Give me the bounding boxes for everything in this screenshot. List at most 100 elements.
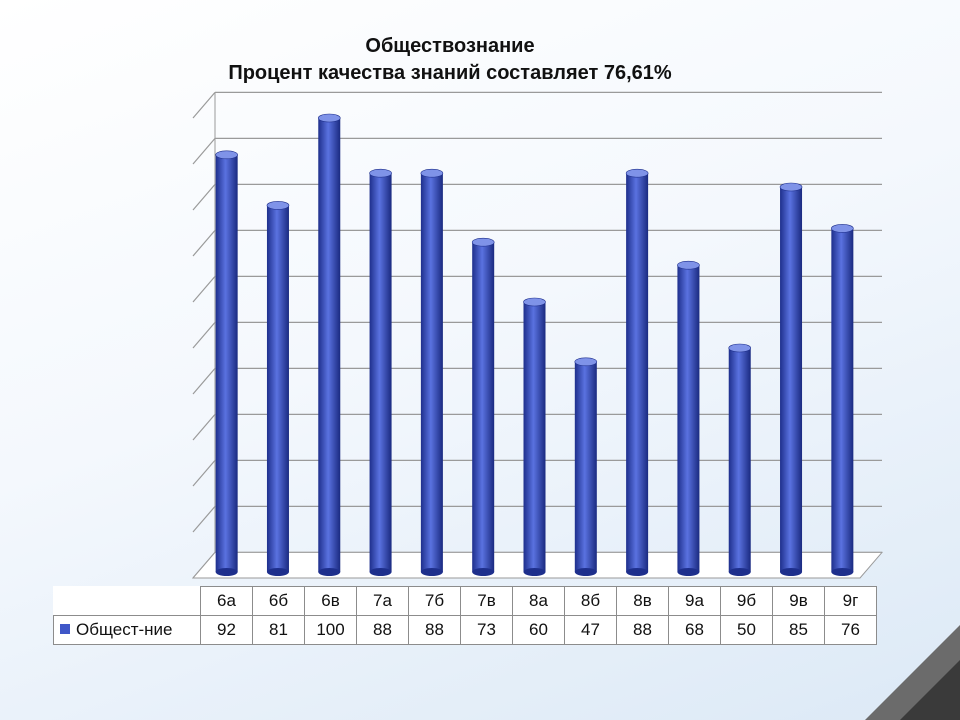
tick-label-9в: 9в [772, 586, 825, 616]
bar-body [626, 173, 649, 572]
tick-label-9а: 9а [668, 586, 721, 616]
bar-bottom [523, 568, 546, 576]
bar-7в [471, 237, 495, 576]
legend-entry: Общест-ние [53, 615, 201, 645]
data-label-6а: 92 [200, 615, 253, 645]
corner-decoration-inner [900, 660, 960, 720]
bar-9б [728, 343, 752, 576]
bar-top [266, 201, 290, 210]
data-label-8б: 47 [564, 615, 617, 645]
bar-body [318, 118, 341, 572]
data-label-9в: 85 [772, 615, 825, 645]
bar-body [780, 187, 803, 572]
bar-body [369, 173, 392, 572]
bar-top [317, 113, 341, 123]
data-label-9а: 68 [668, 615, 721, 645]
bar-bottom [472, 568, 495, 576]
bar-bottom [728, 568, 751, 576]
bar-body [728, 348, 751, 572]
bar-8а [523, 297, 546, 576]
data-label-6б: 81 [252, 615, 305, 645]
tick-label-6б: 6б [252, 586, 305, 616]
bar-6а [215, 150, 238, 576]
bar-top [574, 357, 598, 367]
gridline-side [192, 184, 216, 211]
bar-bottom [420, 568, 443, 576]
gridline-side [192, 414, 216, 441]
bar-body [266, 205, 289, 572]
bar-top [369, 168, 392, 178]
bar-top [523, 297, 546, 307]
gridline-side [192, 276, 216, 303]
tick-label-7а: 7а [356, 586, 409, 616]
bar-body [420, 173, 443, 572]
bar-bottom [831, 568, 854, 576]
bar-bottom [215, 568, 238, 576]
value-row: Общест-ние 92 81 100 88 88 73 60 47 88 68 50 85 76 [53, 615, 877, 645]
bar-top [728, 343, 752, 353]
bars-layer [215, 113, 854, 576]
bar-body [574, 361, 597, 572]
category-row: 6а 6б 6в 7а 7б 7в 8а 8б 8в 9а 9б 9в 9г [54, 586, 877, 616]
gridline-side [192, 460, 216, 487]
bar-bottom [266, 568, 289, 576]
legend-swatch [60, 624, 70, 634]
bar-bottom [626, 568, 649, 576]
bar-7б [420, 168, 444, 576]
bar-body [677, 265, 700, 572]
data-label-9б: 50 [720, 615, 773, 645]
tick-label-9б: 9б [720, 586, 773, 616]
bar-top [831, 224, 854, 233]
bar-bottom [318, 568, 341, 576]
table-corner-blank [54, 587, 201, 616]
bar-7а [369, 168, 392, 576]
data-label-8а: 60 [512, 615, 565, 645]
gridline-side [192, 368, 216, 395]
bar-top [215, 150, 238, 160]
tick-label-9г: 9г [824, 586, 877, 616]
data-label-7б: 88 [408, 615, 461, 645]
bar-8б [574, 357, 598, 576]
gridline-side [192, 92, 216, 119]
tick-label-8в: 8в [616, 586, 669, 616]
bar-top [471, 237, 495, 247]
tick-label-7б: 7б [408, 586, 461, 616]
tick-label-8а: 8а [512, 586, 565, 616]
data-label-7в: 73 [460, 615, 513, 645]
bar-top [625, 168, 649, 178]
bar-body [215, 154, 238, 573]
bar-8в [625, 168, 649, 576]
tick-label-6в: 6в [304, 586, 357, 616]
data-label-8в: 88 [616, 615, 669, 645]
tick-label-8б: 8б [564, 586, 617, 616]
gridline-side [192, 138, 216, 165]
bar-top [420, 168, 444, 178]
data-table: 6а 6б 6в 7а 7б 7в 8а 8б 8в 9а 9б 9в 9г Общест-ние 92… [53, 586, 877, 645]
bar-body [831, 228, 854, 572]
bar-9а [677, 260, 700, 576]
chart-subtitle: Процент качества знаний составляет 76,61… [228, 62, 672, 84]
bar-bottom [780, 568, 803, 576]
bar-top [779, 182, 803, 192]
gridline-side [192, 230, 216, 257]
bar-body [523, 302, 546, 572]
bar-top [677, 260, 700, 270]
bar-bottom [369, 568, 392, 576]
gridline-side [192, 506, 216, 533]
legend-label: Общест-ние [76, 620, 173, 639]
bar-6в [317, 113, 341, 576]
bar-6б [266, 201, 290, 576]
gridline-side [192, 322, 216, 349]
bar-bottom [677, 568, 700, 576]
tick-label-7в: 7в [460, 586, 513, 616]
data-label-7а: 88 [356, 615, 409, 645]
chart-title-block: Обществознание Процент качества знаний с… [150, 33, 750, 87]
bar-bottom [574, 568, 597, 576]
data-label-9г: 76 [824, 615, 877, 645]
tick-label-6а: 6а [200, 586, 253, 616]
chart-title: Обществознание [365, 35, 535, 57]
data-label-6в: 100 [304, 615, 357, 645]
bar-9г [831, 224, 854, 576]
bar-9в [779, 182, 803, 576]
